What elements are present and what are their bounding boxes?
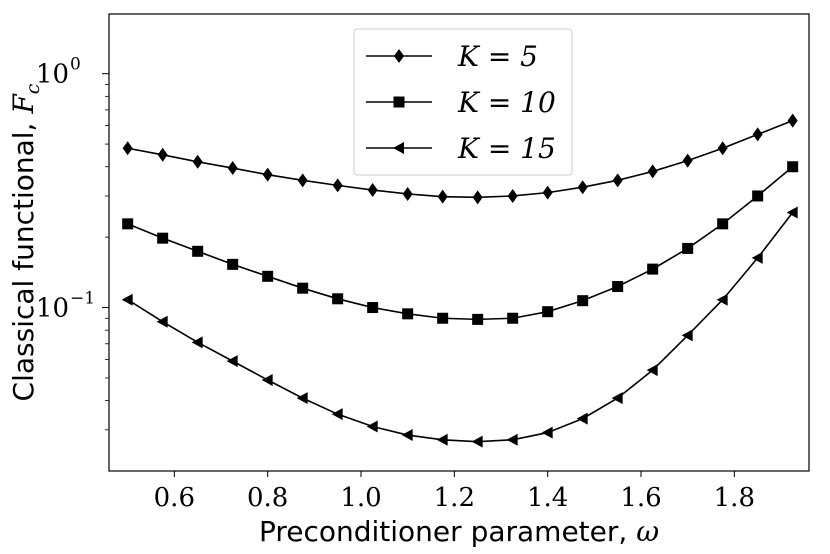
data-point bbox=[507, 312, 519, 324]
data-point bbox=[122, 218, 134, 230]
series-line bbox=[127, 166, 794, 321]
legend-marker bbox=[393, 96, 405, 108]
data-point bbox=[647, 263, 659, 275]
data-point bbox=[122, 141, 133, 156]
data-point bbox=[472, 190, 483, 205]
legend-box bbox=[353, 28, 573, 176]
data-point bbox=[612, 281, 624, 293]
data-point bbox=[437, 189, 448, 204]
data-point bbox=[612, 173, 623, 188]
data-point bbox=[717, 141, 728, 156]
data-point bbox=[191, 336, 203, 349]
data-point bbox=[402, 308, 414, 320]
x-tick-label: 1.2 bbox=[434, 483, 475, 513]
data-point bbox=[786, 206, 798, 219]
x-tick-label: 1.8 bbox=[714, 483, 755, 513]
data-point bbox=[157, 147, 168, 162]
data-point bbox=[331, 408, 343, 421]
legend: K = 5 K = 10 K = 15 bbox=[353, 28, 573, 176]
data-point bbox=[681, 329, 693, 342]
data-point bbox=[296, 392, 308, 405]
x-axis: 0.6 0.8 1.0 1.2 1.4 1.6 1.8 bbox=[154, 471, 755, 513]
x-tick-label: 1.0 bbox=[340, 483, 381, 513]
data-point bbox=[402, 186, 413, 201]
data-point bbox=[437, 312, 449, 324]
data-point bbox=[752, 190, 764, 202]
data-point bbox=[682, 242, 694, 254]
data-point bbox=[297, 282, 309, 294]
data-point bbox=[332, 293, 344, 305]
data-point bbox=[577, 295, 589, 307]
data-point bbox=[541, 426, 553, 439]
data-point bbox=[157, 232, 169, 244]
x-tick-label: 1.4 bbox=[527, 483, 568, 513]
legend-label: K = 15 bbox=[457, 132, 556, 165]
data-point bbox=[367, 302, 379, 314]
data-point bbox=[787, 113, 798, 128]
data-point bbox=[716, 293, 728, 306]
y-axis-title: Classical functional, Fc bbox=[7, 83, 44, 401]
data-point bbox=[227, 161, 238, 176]
data-point bbox=[751, 251, 763, 264]
legend-label: K = 10 bbox=[457, 86, 556, 119]
legend-item: K = 5 bbox=[366, 40, 538, 73]
legend-label: K = 5 bbox=[457, 40, 538, 73]
data-point bbox=[261, 373, 273, 386]
legend-marker bbox=[394, 49, 404, 63]
plot-area bbox=[108, 13, 810, 472]
data-point bbox=[576, 412, 588, 425]
y-tick-label: 10 bbox=[36, 294, 69, 324]
x-axis-title: Preconditioner parameter, ω bbox=[259, 515, 659, 548]
data-point bbox=[262, 167, 273, 182]
data-point bbox=[366, 420, 378, 433]
data-point bbox=[507, 188, 518, 203]
legend-item: K = 15 bbox=[366, 132, 556, 165]
data-point bbox=[367, 183, 378, 198]
data-point bbox=[646, 364, 658, 377]
data-point bbox=[472, 313, 484, 325]
y-tick-exponent: −1 bbox=[70, 289, 95, 309]
legend-item: K = 10 bbox=[366, 86, 556, 119]
series-2 bbox=[122, 161, 799, 325]
legend-marker bbox=[393, 142, 404, 154]
data-point bbox=[401, 429, 413, 442]
y-tick-label: 10 bbox=[36, 60, 69, 90]
data-point bbox=[332, 178, 343, 193]
data-point bbox=[121, 293, 133, 306]
data-point bbox=[577, 180, 588, 195]
data-point bbox=[717, 218, 729, 230]
x-tick-label: 0.6 bbox=[154, 483, 195, 513]
data-point bbox=[542, 185, 553, 200]
plot-frame bbox=[108, 13, 810, 472]
data-point bbox=[226, 355, 238, 368]
data-point bbox=[262, 270, 274, 282]
series-line bbox=[127, 119, 793, 199]
data-point bbox=[647, 164, 658, 179]
data-point bbox=[752, 127, 763, 142]
data-point bbox=[436, 433, 448, 446]
data-point bbox=[297, 173, 308, 188]
data-point bbox=[682, 153, 693, 168]
data-point bbox=[787, 161, 799, 173]
y-tick-exponent: 0 bbox=[70, 55, 81, 75]
data-point bbox=[471, 435, 483, 448]
x-tick-label: 1.6 bbox=[620, 483, 661, 513]
series-line bbox=[127, 211, 794, 443]
data-point bbox=[611, 392, 623, 405]
data-point bbox=[156, 315, 168, 328]
data-point bbox=[542, 306, 554, 318]
data-point bbox=[192, 245, 204, 257]
series-1 bbox=[122, 113, 798, 205]
data-point bbox=[192, 154, 203, 169]
series-3 bbox=[121, 206, 798, 448]
data-point bbox=[227, 258, 239, 270]
x-tick-label: 0.8 bbox=[247, 483, 288, 513]
data-point bbox=[506, 433, 518, 446]
